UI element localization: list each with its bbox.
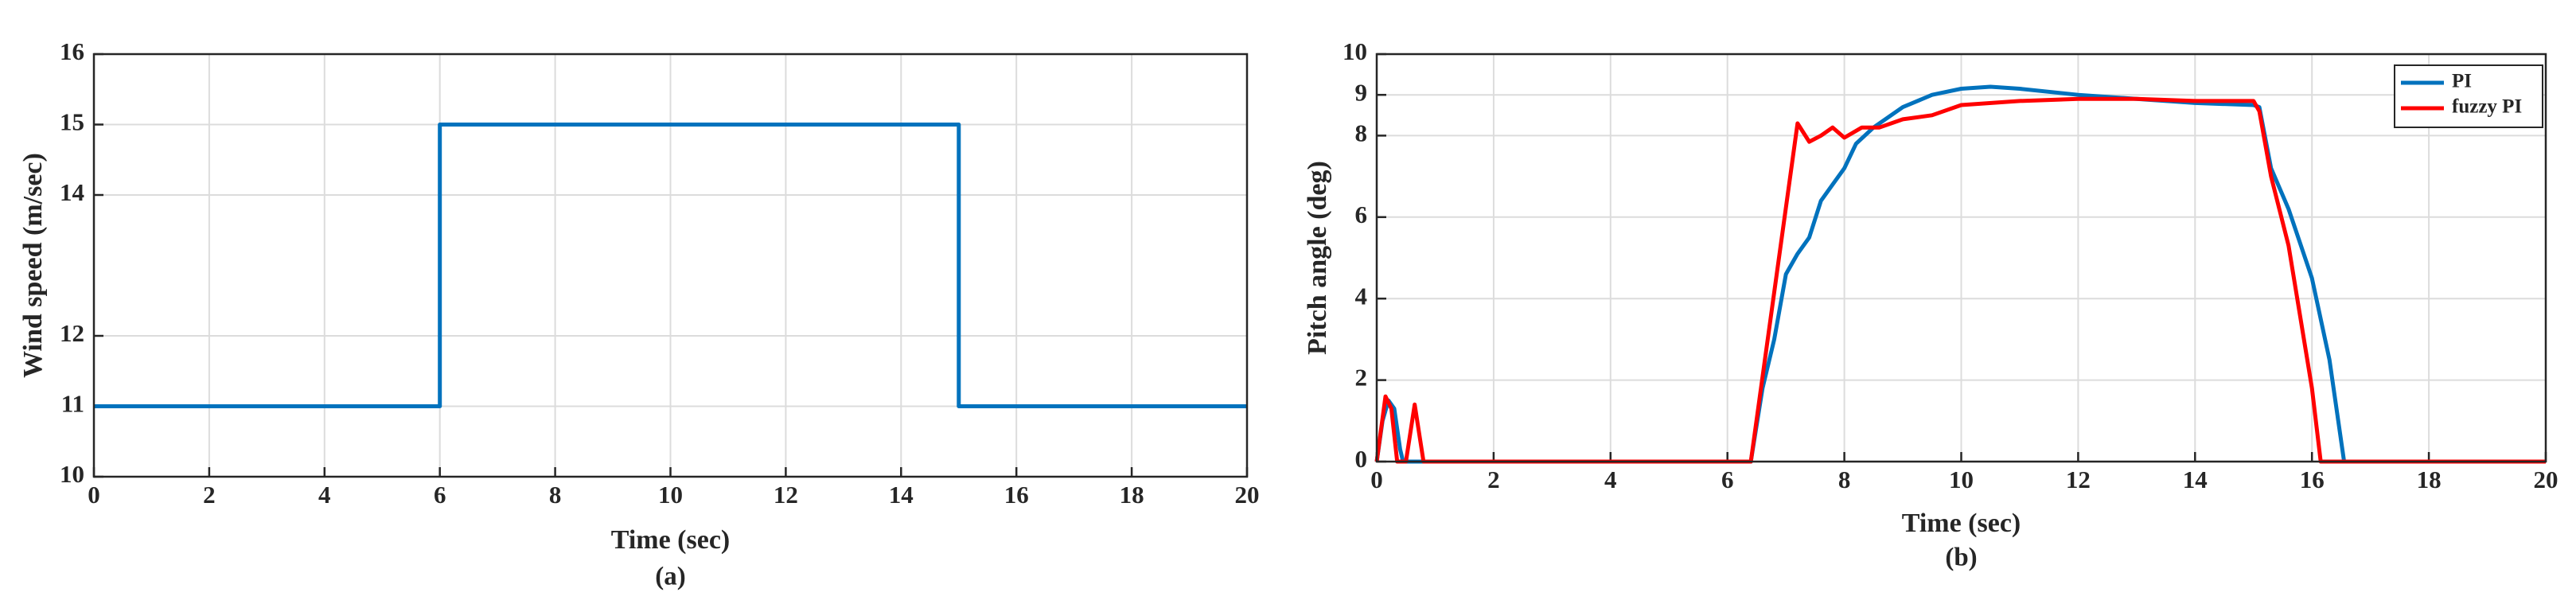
x-tick-label: 14 xyxy=(889,481,914,509)
x-tick-label: 6 xyxy=(1721,466,1734,493)
series-line xyxy=(94,123,1247,408)
series-line xyxy=(1374,96,2546,464)
x-tick-label: 8 xyxy=(1838,466,1851,493)
x-tick-label: 8 xyxy=(549,481,562,509)
caption: (b) xyxy=(1945,544,1977,572)
y-tick-label: 0 xyxy=(1355,445,1368,473)
legend-label: fuzzy PI xyxy=(2452,96,2522,118)
x-tick-label: 4 xyxy=(318,481,331,509)
x-tick-label: 2 xyxy=(203,481,216,509)
y-tick-label: 16 xyxy=(60,37,84,65)
caption: (a) xyxy=(655,563,685,591)
x-tick-label: 14 xyxy=(2183,466,2208,493)
x-axis-label: Time (sec) xyxy=(1902,509,2021,538)
legend-box xyxy=(2394,64,2543,128)
y-tick-label: 8 xyxy=(1355,119,1368,147)
y-tick-label: 6 xyxy=(1355,201,1368,228)
x-tick-label: 0 xyxy=(88,481,100,509)
x-tick-label: 20 xyxy=(2534,466,2558,493)
y-tick-label: 4 xyxy=(1355,282,1368,310)
y-axis-label: Wind speed (m/sec) xyxy=(18,153,48,378)
x-axis-label: Time (sec) xyxy=(611,525,730,555)
x-tick-label: 16 xyxy=(1004,481,1029,509)
y-tick-label: 2 xyxy=(1355,364,1368,392)
plot-frame xyxy=(92,53,1249,478)
x-tick-label: 18 xyxy=(2417,466,2442,493)
x-tick-label: 16 xyxy=(2300,466,2325,493)
y-tick-label: 15 xyxy=(60,108,84,136)
x-tick-label: 12 xyxy=(2066,466,2091,493)
y-tick-label: 10 xyxy=(1343,37,1367,65)
x-tick-label: 12 xyxy=(774,481,798,509)
x-tick-label: 10 xyxy=(1949,466,1974,493)
x-tick-label: 6 xyxy=(434,481,446,509)
x-tick-label: 2 xyxy=(1487,466,1500,493)
y-tick-label: 10 xyxy=(60,460,84,488)
y-tick-label: 12 xyxy=(60,319,84,347)
y-tick-label: 9 xyxy=(1355,78,1368,106)
y-tick-label: 11 xyxy=(61,390,84,418)
y-axis-label: Pitch angle (deg) xyxy=(1303,161,1332,355)
x-tick-label: 4 xyxy=(1604,466,1617,493)
x-tick-label: 0 xyxy=(1370,466,1383,493)
x-tick-label: 10 xyxy=(658,481,683,509)
legend-label: PI xyxy=(2452,71,2472,92)
x-tick-label: 20 xyxy=(1235,481,1260,509)
y-tick-label: 14 xyxy=(60,178,84,206)
x-tick-label: 18 xyxy=(1120,481,1144,509)
plot-frame xyxy=(1375,53,2547,463)
